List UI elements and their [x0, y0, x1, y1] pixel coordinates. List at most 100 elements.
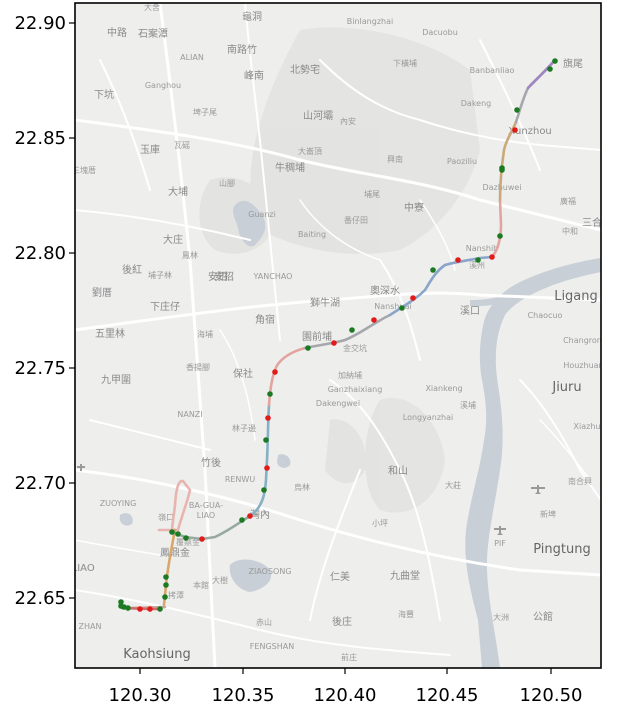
stop-marker	[514, 107, 520, 113]
stop-marker	[163, 582, 169, 588]
stop-marker	[475, 257, 481, 263]
airport-icon	[77, 464, 85, 471]
route-stop-markers	[118, 58, 558, 612]
place-label: 下庄仔	[150, 300, 180, 313]
place-label: 下坑	[94, 88, 114, 101]
place-label: RENWU	[225, 475, 256, 484]
stop-marker	[199, 536, 205, 542]
place-label: 大莊	[445, 480, 461, 490]
stop-marker	[183, 535, 189, 541]
place-label: 峰南	[244, 69, 264, 82]
y-tick-label: 22.90	[14, 13, 66, 34]
place-label: 山河壩	[303, 110, 333, 122]
place-label: 烏林	[294, 482, 310, 492]
stop-marker	[239, 517, 245, 523]
stop-marker	[137, 606, 143, 612]
river	[465, 258, 601, 668]
place-label: 劉厝	[92, 286, 112, 299]
place-label: 中和	[562, 226, 578, 236]
stop-marker	[118, 599, 124, 605]
place-label: Jiuru	[551, 380, 581, 395]
stop-marker	[157, 606, 163, 612]
place-label: 埔尾	[364, 189, 380, 199]
airport-icons	[77, 464, 545, 535]
place-label: 南合興	[568, 476, 592, 486]
place-label: 香揚腳	[186, 362, 210, 372]
place-label: Dazhuwei	[482, 183, 521, 192]
place-label: 後庄	[332, 615, 352, 628]
place-label: Ganzhaixiang	[328, 385, 383, 394]
place-label: 溪口	[460, 305, 480, 317]
place-label: Kaohsiung	[123, 647, 191, 662]
place-label: 牛稠埔	[275, 161, 305, 174]
place-label: 奧深水	[370, 284, 400, 297]
place-label: 小坪	[372, 519, 388, 528]
stop-marker	[163, 574, 169, 580]
place-label: 仁美	[330, 570, 350, 583]
route-segment	[490, 198, 503, 259]
place-label: 本館	[193, 580, 209, 590]
stop-marker	[552, 58, 558, 64]
place-label: 拷潭	[168, 590, 184, 600]
x-tick-label: 120.40	[314, 685, 377, 705]
place-label: 新埤	[540, 509, 556, 519]
route-track	[118, 58, 557, 611]
place-label: 大庄	[163, 233, 183, 246]
place-label: 玉庫	[140, 143, 160, 156]
stop-marker	[265, 415, 271, 421]
place-label: 廣福	[560, 196, 576, 206]
stop-marker	[264, 465, 270, 471]
place-label: NANZI	[177, 410, 202, 419]
reservoirs	[119, 200, 291, 592]
place-label: 竹後	[201, 456, 221, 469]
place-label: 安招	[214, 270, 234, 283]
place-label: 後紅	[122, 263, 142, 276]
route-segment	[443, 255, 494, 267]
place-label: Dacuobu	[422, 28, 458, 37]
place-label: Chaocuo	[528, 311, 563, 320]
place-label: Xiazhu	[574, 422, 601, 431]
place-label: 九曲堂	[390, 570, 420, 582]
place-label: 三合	[582, 216, 602, 229]
place-label: YANCHAO	[253, 272, 293, 281]
place-label: Changrong	[563, 336, 607, 345]
place-label: 旗尾	[563, 57, 583, 70]
place-label: 興南	[387, 154, 403, 164]
place-label: 溪埔	[460, 400, 476, 410]
place-label: 前庄	[341, 652, 357, 662]
place-label: 安招	[208, 270, 228, 283]
place-label: Paoziliu	[447, 157, 477, 166]
place-label: 龜洞	[242, 10, 262, 23]
place-label: 大崙頂	[298, 146, 322, 156]
route-segment	[498, 120, 518, 202]
x-tick-label: 120.50	[520, 685, 583, 705]
place-label: 覆鼎金	[176, 537, 200, 547]
y-axis: 22.90 22.85 22.80 22.75 22.70 22.65	[14, 13, 75, 609]
place-label: 和山	[388, 465, 408, 477]
place-label: 鳳鼎金	[160, 546, 190, 559]
place-label: Xiankeng	[425, 384, 462, 393]
place-label: Ligang	[554, 289, 598, 304]
place-label: Ganghou	[145, 81, 181, 90]
stop-marker	[410, 295, 416, 301]
stop-marker	[261, 487, 267, 493]
airport-icon	[494, 526, 506, 535]
x-axis: 120.30 120.35 120.40 120.45 120.50	[109, 668, 583, 705]
place-label: ZHAN	[79, 622, 102, 631]
place-label: FENGSHAN	[250, 642, 294, 651]
place-label: 公館	[533, 610, 553, 623]
place-label: 林子邊	[232, 423, 256, 433]
place-label: 金交坑	[343, 343, 367, 353]
stop-marker	[125, 605, 131, 611]
place-label: 保社	[233, 367, 253, 380]
stop-marker	[263, 437, 269, 443]
y-tick-label: 22.70	[14, 473, 66, 494]
stop-marker	[547, 66, 553, 72]
place-label: LIAO	[197, 511, 215, 520]
place-label: 園前埔	[302, 330, 332, 343]
place-label: 埔子林	[148, 270, 172, 280]
place-label: Longyanzhai	[403, 413, 453, 422]
stop-marker	[267, 391, 273, 397]
place-label: 九甲圍	[101, 374, 131, 386]
